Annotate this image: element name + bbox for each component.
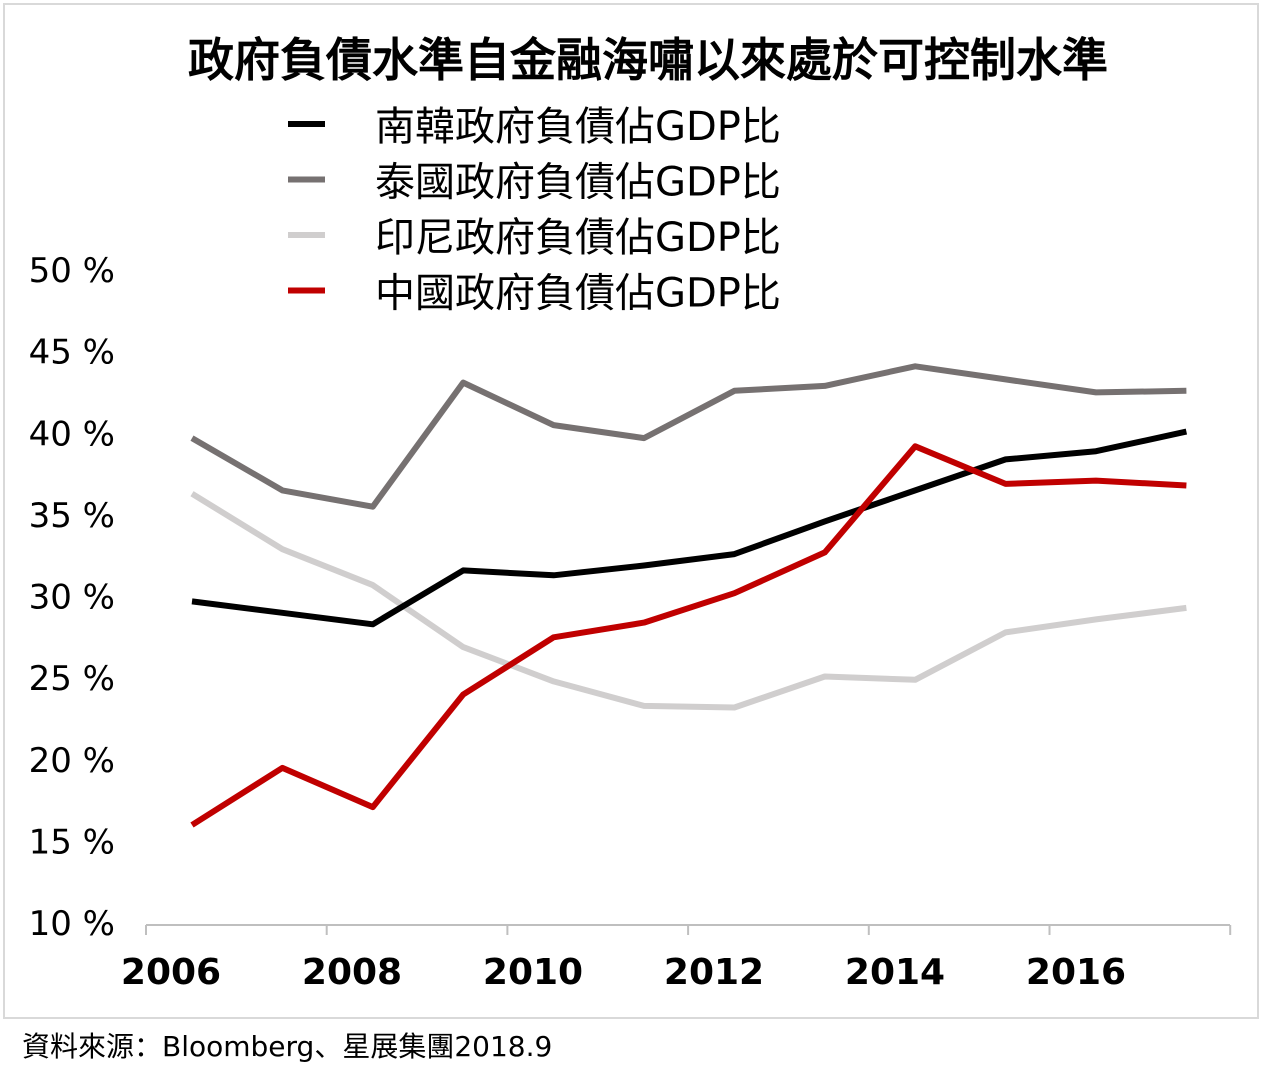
chart-title: 政府負債水準自金融海嘯以來處於可控制水準 xyxy=(188,33,1108,87)
x-tick-label: 2014 xyxy=(845,952,945,993)
y-tick-label: 45 % xyxy=(29,333,115,373)
y-tick-label: 35 % xyxy=(29,496,115,536)
legend-label: 南韓政府負債佔GDP比 xyxy=(375,104,781,150)
source-note: 資料來源：Bloomberg、星展集團2018.9 xyxy=(22,1030,552,1063)
y-tick-label: 20 % xyxy=(29,741,115,781)
y-tick-label: 30 % xyxy=(29,578,115,618)
x-tick-label: 2008 xyxy=(302,952,402,993)
chart-frame xyxy=(4,4,1258,1018)
x-tick-label: 2012 xyxy=(664,952,764,993)
series-line-0 xyxy=(192,432,1186,625)
x-tick-label: 2006 xyxy=(121,952,221,993)
legend-label: 中國政府負債佔GDP比 xyxy=(375,271,781,317)
legend-label: 泰國政府負債佔GDP比 xyxy=(375,160,781,206)
series-lines xyxy=(192,366,1187,825)
y-tick-label: 10 % xyxy=(29,904,115,944)
series-line-2 xyxy=(192,494,1186,708)
y-axis: 50 % 45 % 40 % 35 % 30 % 25 % 20 % 15 % 10 % xyxy=(29,251,115,944)
y-tick-label: 15 % xyxy=(29,822,115,862)
y-tick-label: 25 % xyxy=(29,659,115,699)
y-tick-label: 50 % xyxy=(29,251,115,291)
x-tick-label: 2016 xyxy=(1026,952,1126,993)
y-tick-label: 40 % xyxy=(29,414,115,454)
x-tick-label: 2010 xyxy=(483,952,583,993)
legend: 南韓政府負債佔GDP比泰國政府負債佔GDP比印尼政府負債佔GDP比中國政府負債佔… xyxy=(288,104,781,317)
legend-label: 印尼政府負債佔GDP比 xyxy=(375,215,781,261)
x-axis: 2006 2008 2010 2012 2014 2016 xyxy=(121,925,1230,993)
